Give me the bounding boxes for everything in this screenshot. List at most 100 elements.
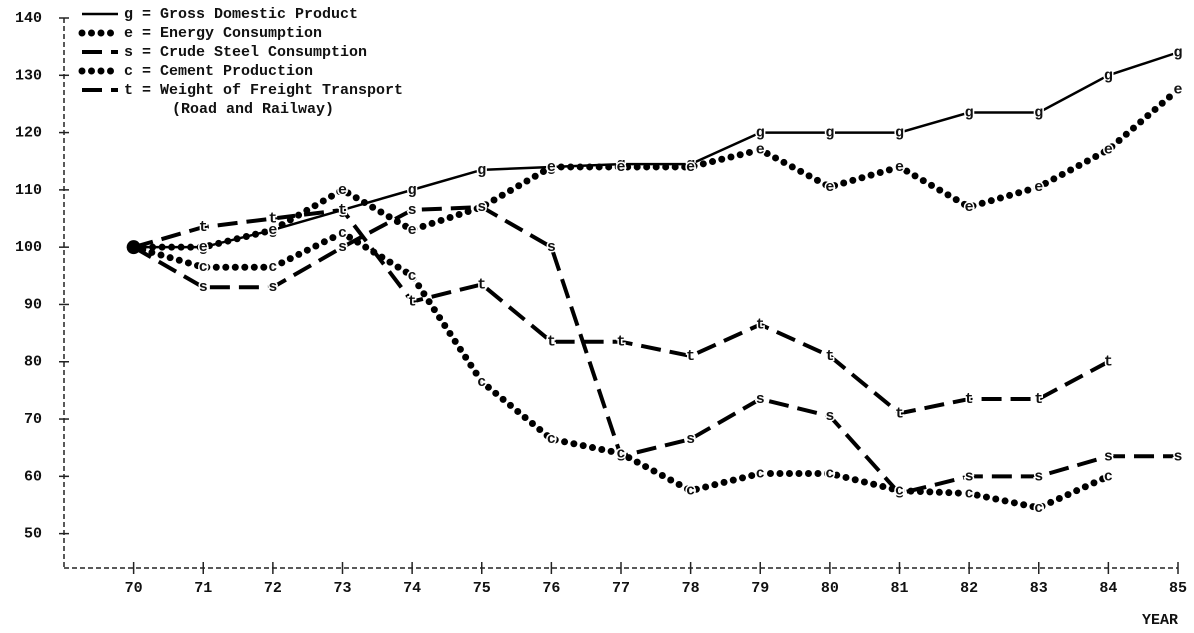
y-tick-label: 130 xyxy=(15,67,42,84)
x-tick-label: 78 xyxy=(682,580,700,597)
y-tick-label: 120 xyxy=(15,125,42,142)
x-axis-label: YEAR xyxy=(1142,612,1178,629)
x-tick-label: 85 xyxy=(1169,580,1187,597)
point-marker: g xyxy=(1034,105,1043,122)
point-marker: g xyxy=(1173,44,1182,61)
point-marker: s xyxy=(477,199,486,216)
origin-dot xyxy=(126,240,141,255)
x-tick-label: 83 xyxy=(1030,580,1048,597)
legend-note: (Road and Railway) xyxy=(172,101,334,118)
point-marker: t xyxy=(965,391,974,408)
point-marker: s xyxy=(338,239,347,256)
point-marker: s xyxy=(756,391,765,408)
legend-label: c = Cement Production xyxy=(124,63,313,80)
point-marker: g xyxy=(756,125,765,142)
point-marker: c xyxy=(408,268,417,285)
point-marker: s xyxy=(408,202,417,219)
point-marker: t xyxy=(686,348,695,365)
point-marker: g xyxy=(965,105,974,122)
point-marker: s xyxy=(268,279,277,296)
point-marker: c xyxy=(686,483,695,500)
legend-label: g = Gross Domestic Product xyxy=(124,6,358,23)
point-marker: s xyxy=(1173,448,1182,465)
point-marker: t xyxy=(547,334,556,351)
y-tick-label: 110 xyxy=(15,182,42,199)
point-marker: t xyxy=(408,294,417,311)
point-marker: t xyxy=(756,316,765,333)
point-marker: c xyxy=(1104,468,1113,485)
y-tick-label: 60 xyxy=(24,468,42,485)
point-marker: e xyxy=(1034,179,1043,196)
legend-label: s = Crude Steel Consumption xyxy=(124,44,367,61)
point-marker: c xyxy=(1034,500,1043,517)
series-line xyxy=(130,86,1182,251)
y-tick-label: 70 xyxy=(24,411,42,428)
point-marker: e xyxy=(895,159,904,176)
point-marker: t xyxy=(825,348,834,365)
point-marker: g xyxy=(825,125,834,142)
point-marker: t xyxy=(338,202,347,219)
point-marker: c xyxy=(199,259,208,276)
series-line xyxy=(132,205,1178,496)
x-tick-label: 72 xyxy=(264,580,282,597)
x-tick-label: 76 xyxy=(542,580,560,597)
point-marker: c xyxy=(268,259,277,276)
point-marker: s xyxy=(1104,448,1113,465)
point-marker: s xyxy=(965,468,974,485)
point-marker: e xyxy=(547,159,556,176)
series-line xyxy=(130,228,1112,512)
point-marker: c xyxy=(756,465,765,482)
point-marker: t xyxy=(199,219,208,236)
point-marker: c xyxy=(616,445,625,462)
point-marker: c xyxy=(477,374,486,391)
point-marker: g xyxy=(477,162,486,179)
point-marker: t xyxy=(268,210,277,227)
x-tick-label: 73 xyxy=(333,580,351,597)
x-tick-label: 71 xyxy=(194,580,212,597)
point-marker: g xyxy=(1104,67,1113,84)
point-marker: e xyxy=(616,159,625,176)
point-marker: e xyxy=(965,199,974,216)
point-marker: s xyxy=(547,239,556,256)
x-tick-label: 82 xyxy=(960,580,978,597)
point-marker: s xyxy=(825,408,834,425)
x-tick-label: 77 xyxy=(612,580,630,597)
point-marker: e xyxy=(199,239,208,256)
legend-label: e = Energy Consumption xyxy=(124,25,322,42)
point-marker: c xyxy=(547,431,556,448)
x-tick-label: 84 xyxy=(1099,580,1117,597)
x-tick-label: 81 xyxy=(890,580,908,597)
point-marker: e xyxy=(338,182,347,199)
point-marker: c xyxy=(895,483,904,500)
point-marker: c xyxy=(825,465,834,482)
series-line xyxy=(133,207,1110,416)
point-marker: e xyxy=(268,222,277,239)
y-tick-label: 90 xyxy=(24,296,42,313)
y-tick-label: 80 xyxy=(24,354,42,371)
point-marker: e xyxy=(756,142,765,159)
y-tick-label: 50 xyxy=(24,526,42,543)
point-marker: e xyxy=(1104,142,1113,159)
point-marker: s xyxy=(199,279,208,296)
y-tick-label: 100 xyxy=(15,239,42,256)
point-marker: t xyxy=(616,334,625,351)
point-marker: e xyxy=(1173,82,1182,99)
x-tick-label: 74 xyxy=(403,580,421,597)
x-tick-label: 70 xyxy=(125,580,143,597)
point-marker: s xyxy=(1034,468,1043,485)
point-marker: t xyxy=(1034,391,1043,408)
point-marker: c xyxy=(965,485,974,502)
y-tick-label: 140 xyxy=(15,10,42,27)
x-tick-label: 79 xyxy=(751,580,769,597)
point-marker: g xyxy=(408,182,417,199)
point-marker: c xyxy=(338,225,347,242)
x-tick-label: 80 xyxy=(821,580,839,597)
point-marker: t xyxy=(1104,354,1113,371)
point-marker: e xyxy=(825,179,834,196)
point-marker: t xyxy=(895,405,904,422)
point-marker: g xyxy=(895,125,904,142)
point-marker: e xyxy=(686,159,695,176)
point-marker: e xyxy=(408,222,417,239)
legend-label: t = Weight of Freight Transport xyxy=(124,82,403,99)
